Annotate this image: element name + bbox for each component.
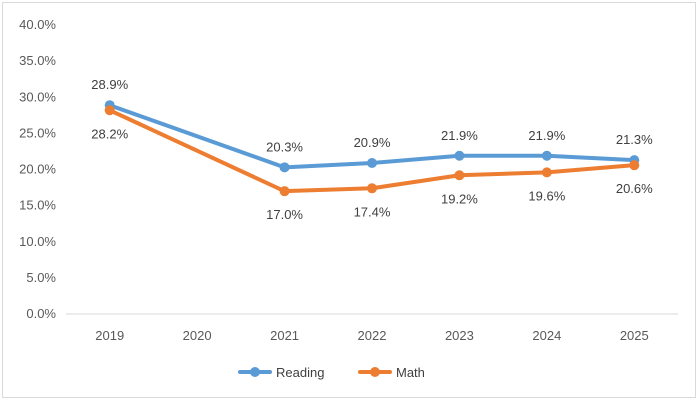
reading-point [367, 157, 377, 168]
legend-label: Reading [276, 365, 324, 380]
x-tick-label: 2019 [95, 328, 124, 343]
math-point [279, 186, 290, 197]
x-tick-label: 2023 [445, 328, 474, 343]
y-tick-label: 35.0% [19, 53, 56, 68]
legend-label: Math [396, 365, 425, 380]
x-tick-label: 2021 [270, 328, 299, 343]
reading-point [541, 150, 552, 161]
math-point [367, 183, 377, 194]
y-tick-label: 10.0% [19, 234, 56, 249]
x-tick-label: 2022 [358, 328, 387, 343]
legend-swatch-marker [250, 367, 260, 377]
legend-item-math: Math [358, 365, 425, 380]
reading-point [454, 150, 465, 161]
math-data-label: 19.2% [441, 191, 478, 206]
math-data-label: 28.2% [91, 126, 128, 141]
math-point [541, 167, 552, 178]
math-data-label: 20.6% [616, 181, 653, 196]
data-label-layer: 28.9% 20.3% 20.9% 21.9% 21.9% 21.3% 28.2% 17.0%… [91, 77, 653, 222]
y-tick-label: 0.0% [26, 306, 56, 321]
legend-item-reading: Reading [238, 365, 324, 380]
math-point [454, 170, 465, 181]
reading-point [279, 162, 290, 173]
y-tick-label: 30.0% [19, 89, 56, 104]
y-tick-label: 5.0% [26, 270, 56, 285]
chart-frame [2, 2, 696, 398]
math-data-label: 19.6% [528, 188, 565, 203]
series-layer [104, 100, 640, 197]
axis-layer: 0.0% 5.0% 10.0% 15.0% 20.0% 25.0% 30.0% 35.0% 40… [19, 17, 678, 343]
legend: Reading Math [238, 365, 425, 380]
reading-data-label: 20.3% [266, 139, 303, 154]
legend-swatch-marker [370, 367, 380, 377]
math-point [629, 160, 640, 171]
y-tick-label: 25.0% [19, 125, 56, 140]
reading-data-label: 20.9% [354, 135, 391, 150]
reading-data-label: 21.9% [441, 128, 478, 143]
y-tick-label: 40.0% [19, 17, 56, 32]
reading-data-label: 21.3% [616, 132, 653, 147]
y-tick-label: 15.0% [19, 198, 56, 213]
y-tick-label: 20.0% [19, 162, 56, 177]
math-data-label: 17.0% [266, 207, 303, 222]
math-series-line [107, 108, 637, 194]
x-tick-label: 2025 [620, 328, 649, 343]
reading-series-line [107, 103, 637, 170]
x-tick-label: 2024 [532, 328, 561, 343]
reading-data-label: 21.9% [528, 128, 565, 143]
math-data-label: 17.4% [354, 204, 391, 219]
x-tick-label: 2020 [183, 328, 212, 343]
reading-data-label: 28.9% [91, 77, 128, 92]
math-point [104, 105, 115, 116]
